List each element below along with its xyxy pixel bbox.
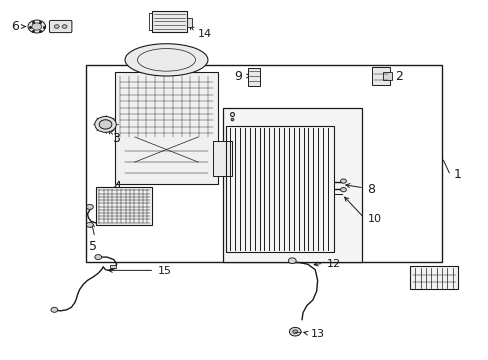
Circle shape [99, 120, 112, 129]
Bar [110, 265, 116, 268]
Text: 3: 3 [112, 132, 120, 145]
Bar [248, 68, 260, 86]
FancyBboxPatch shape [49, 21, 72, 33]
Text: 4: 4 [114, 180, 122, 193]
Text: 5: 5 [89, 240, 97, 253]
Text: 12: 12 [326, 259, 340, 269]
Text: 15: 15 [158, 266, 171, 276]
Text: 11: 11 [439, 280, 453, 290]
Circle shape [54, 25, 59, 28]
Text: 13: 13 [310, 329, 324, 339]
Circle shape [86, 204, 93, 210]
Text: 8: 8 [366, 183, 375, 196]
Text: 7: 7 [61, 20, 68, 33]
Circle shape [95, 255, 102, 260]
Text: 10: 10 [366, 215, 381, 224]
Bar [383, 72, 391, 80]
Circle shape [86, 222, 93, 227]
Circle shape [28, 20, 45, 33]
Circle shape [289, 327, 301, 336]
Bar [186, 18, 191, 27]
Circle shape [288, 258, 296, 264]
Text: 6: 6 [11, 20, 19, 33]
Circle shape [62, 25, 67, 28]
Circle shape [340, 188, 346, 192]
Circle shape [32, 23, 41, 30]
Bar [152, 11, 186, 32]
Bar [226, 126, 333, 252]
Bar [222, 108, 361, 262]
Bar [86, 65, 441, 262]
Text: 2: 2 [394, 69, 402, 82]
Circle shape [95, 117, 116, 132]
Bar [212, 140, 232, 176]
Bar [96, 187, 152, 225]
Circle shape [340, 179, 346, 183]
Bar [371, 67, 389, 85]
Text: 9: 9 [234, 69, 242, 82]
Ellipse shape [125, 44, 207, 76]
Circle shape [51, 307, 58, 312]
Text: 14: 14 [197, 29, 211, 39]
Circle shape [292, 330, 297, 333]
Text: 1: 1 [452, 168, 460, 181]
Bar [409, 266, 457, 289]
Bar [115, 72, 217, 184]
